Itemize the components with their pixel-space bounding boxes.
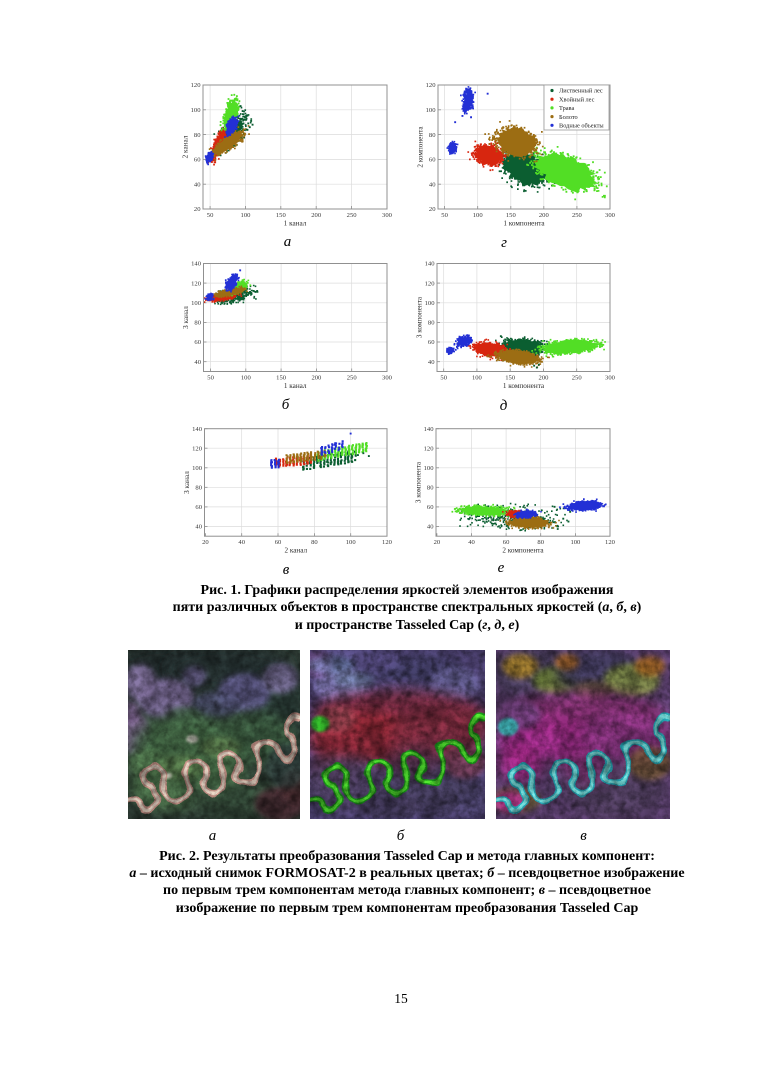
svg-text:50: 50 (207, 375, 214, 382)
svg-text:80: 80 (194, 132, 201, 139)
svg-text:120: 120 (426, 82, 437, 89)
svg-text:100: 100 (473, 212, 484, 219)
svg-text:250: 250 (347, 212, 358, 219)
svg-text:40: 40 (427, 524, 434, 531)
svg-text:20: 20 (202, 539, 209, 546)
svg-text:100: 100 (191, 300, 202, 307)
svg-text:100: 100 (241, 212, 252, 219)
svg-text:100: 100 (424, 465, 435, 472)
svg-text:80: 80 (311, 539, 318, 546)
svg-text:1 канал: 1 канал (284, 382, 307, 390)
svg-text:3 канал: 3 канал (182, 306, 190, 329)
svg-text:100: 100 (426, 107, 437, 114)
svg-text:120: 120 (191, 280, 202, 287)
svg-text:120: 120 (191, 82, 202, 89)
svg-text:60: 60 (194, 157, 201, 164)
svg-text:100: 100 (191, 107, 202, 114)
svg-text:2 канал: 2 канал (182, 135, 190, 158)
svg-text:100: 100 (346, 539, 357, 546)
svg-text:40: 40 (468, 539, 475, 546)
svg-text:60: 60 (194, 339, 201, 346)
svg-text:1 компонента: 1 компонента (503, 220, 545, 228)
svg-text:250: 250 (572, 375, 583, 382)
svg-text:80: 80 (537, 539, 544, 546)
svg-text:200: 200 (539, 212, 550, 219)
svg-text:40: 40 (194, 359, 201, 366)
svg-text:250: 250 (347, 375, 358, 382)
svg-text:300: 300 (605, 375, 616, 382)
svg-text:50: 50 (441, 212, 448, 219)
svg-text:40: 40 (195, 524, 202, 531)
svg-text:80: 80 (429, 132, 436, 139)
svg-text:60: 60 (503, 539, 510, 546)
svg-text:50: 50 (207, 212, 214, 219)
svg-text:140: 140 (424, 426, 435, 433)
svg-text:200: 200 (539, 375, 550, 382)
svg-text:140: 140 (425, 261, 436, 268)
svg-text:200: 200 (311, 212, 322, 219)
svg-text:40: 40 (429, 181, 436, 188)
svg-text:3 компонента: 3 компонента (416, 296, 424, 338)
svg-text:300: 300 (605, 212, 616, 219)
svg-text:250: 250 (572, 212, 583, 219)
svg-text:100: 100 (570, 539, 581, 546)
svg-text:Хвойный лес: Хвойный лес (559, 96, 595, 103)
svg-text:1 компонента: 1 компонента (503, 382, 545, 390)
svg-text:140: 140 (191, 261, 202, 268)
svg-text:120: 120 (424, 445, 435, 452)
svg-text:20: 20 (434, 539, 441, 546)
svg-text:20: 20 (194, 206, 201, 213)
svg-text:80: 80 (428, 320, 435, 327)
svg-text:50: 50 (440, 375, 447, 382)
svg-text:80: 80 (194, 320, 201, 327)
svg-text:Болото: Болото (559, 114, 578, 121)
svg-text:100: 100 (472, 375, 483, 382)
svg-text:Водные объекты: Водные объекты (559, 123, 604, 130)
svg-text:60: 60 (428, 339, 435, 346)
svg-text:150: 150 (505, 375, 516, 382)
svg-text:120: 120 (425, 280, 436, 287)
svg-text:100: 100 (425, 300, 436, 307)
svg-text:Трава: Трава (559, 105, 574, 112)
svg-text:40: 40 (428, 359, 435, 366)
svg-text:140: 140 (192, 426, 203, 433)
svg-text:80: 80 (427, 485, 434, 492)
svg-text:60: 60 (275, 539, 282, 546)
svg-text:120: 120 (605, 539, 616, 546)
svg-text:60: 60 (195, 504, 202, 511)
svg-text:20: 20 (429, 206, 436, 213)
svg-text:300: 300 (382, 212, 393, 219)
svg-text:2 компонента: 2 компонента (417, 126, 425, 168)
svg-text:3 канал: 3 канал (183, 471, 191, 494)
svg-text:60: 60 (427, 504, 434, 511)
svg-text:80: 80 (195, 485, 202, 492)
svg-text:150: 150 (506, 212, 517, 219)
svg-text:2 канал: 2 канал (284, 547, 307, 555)
svg-text:200: 200 (311, 375, 322, 382)
svg-text:2 компонента: 2 компонента (502, 547, 544, 555)
svg-text:60: 60 (429, 157, 436, 164)
svg-text:300: 300 (382, 375, 393, 382)
svg-text:100: 100 (241, 375, 252, 382)
svg-text:40: 40 (194, 181, 201, 188)
svg-text:40: 40 (238, 539, 245, 546)
svg-text:1 канал: 1 канал (284, 220, 307, 228)
svg-text:Лиственный лес: Лиственный лес (559, 88, 603, 95)
svg-text:150: 150 (276, 212, 287, 219)
svg-text:150: 150 (276, 375, 287, 382)
svg-text:3 компонента: 3 компонента (415, 461, 423, 503)
svg-text:100: 100 (192, 465, 203, 472)
svg-text:120: 120 (192, 445, 203, 452)
svg-text:120: 120 (382, 539, 393, 546)
